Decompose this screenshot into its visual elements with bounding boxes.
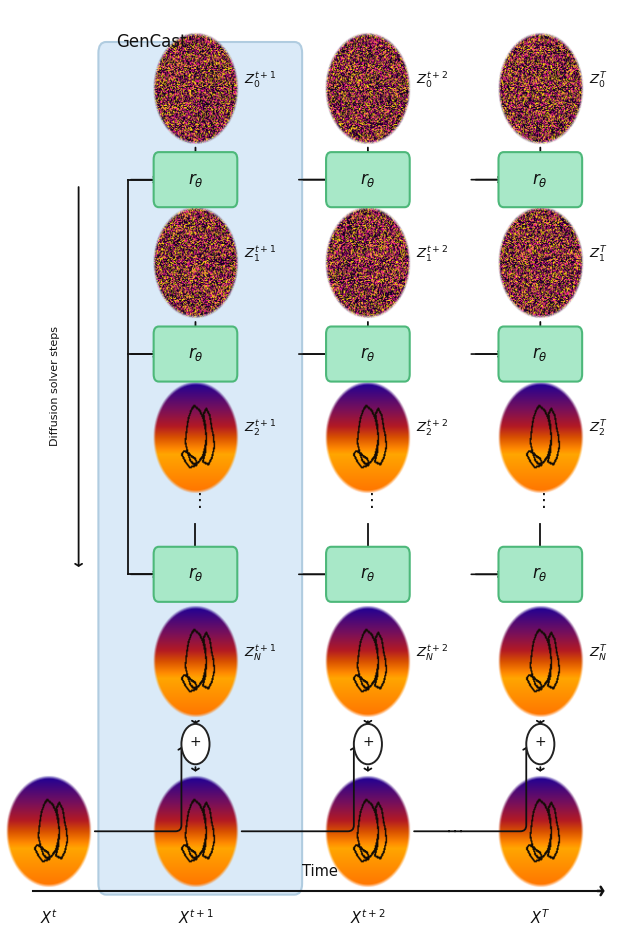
Text: $Z_1^{t+2}$: $Z_1^{t+2}$ <box>417 245 449 265</box>
Text: $\cdots$: $\cdots$ <box>445 822 463 841</box>
Text: $r_\theta$: $r_\theta$ <box>532 345 548 363</box>
FancyBboxPatch shape <box>326 547 410 602</box>
FancyBboxPatch shape <box>154 326 237 381</box>
Text: $Z_2^{t+2}$: $Z_2^{t+2}$ <box>417 419 449 439</box>
FancyBboxPatch shape <box>99 42 302 895</box>
FancyBboxPatch shape <box>499 326 582 381</box>
Text: $r_\theta$: $r_\theta$ <box>360 171 376 189</box>
Text: $X^{t+2}$: $X^{t+2}$ <box>350 909 386 927</box>
Text: $\vdots$: $\vdots$ <box>189 491 202 511</box>
Text: $r_\theta$: $r_\theta$ <box>188 565 204 583</box>
FancyBboxPatch shape <box>326 326 410 381</box>
Text: $Z_2^{t+1}$: $Z_2^{t+1}$ <box>244 419 276 439</box>
FancyBboxPatch shape <box>499 153 582 207</box>
Circle shape <box>181 724 209 764</box>
Text: $Z_N^{t+1}$: $Z_N^{t+1}$ <box>244 644 276 664</box>
Text: $X^{t+1}$: $X^{t+1}$ <box>177 909 213 927</box>
Text: $r_\theta$: $r_\theta$ <box>532 171 548 189</box>
Text: $+$: $+$ <box>534 736 547 750</box>
Text: $Z_N^{T}$: $Z_N^{T}$ <box>589 644 607 664</box>
Text: $r_\theta$: $r_\theta$ <box>188 345 204 363</box>
Text: $r_\theta$: $r_\theta$ <box>188 171 204 189</box>
Text: $Z_1^{t+1}$: $Z_1^{t+1}$ <box>244 245 276 265</box>
Text: GenCast: GenCast <box>116 33 186 51</box>
Text: $X^t$: $X^t$ <box>40 909 58 927</box>
Text: $Z_2^{T}$: $Z_2^{T}$ <box>589 419 607 439</box>
Text: $+$: $+$ <box>189 736 202 750</box>
Text: Diffusion solver steps: Diffusion solver steps <box>50 326 60 446</box>
Text: $Z_0^{t+1}$: $Z_0^{t+1}$ <box>244 71 276 90</box>
Circle shape <box>526 724 554 764</box>
Text: $Z_0^{T}$: $Z_0^{T}$ <box>589 71 607 90</box>
FancyBboxPatch shape <box>154 153 237 207</box>
Text: $Z_N^{t+2}$: $Z_N^{t+2}$ <box>417 644 449 664</box>
Text: $Z_1^{T}$: $Z_1^{T}$ <box>589 245 607 265</box>
Text: $\vdots$: $\vdots$ <box>534 491 547 511</box>
FancyBboxPatch shape <box>499 547 582 602</box>
Text: $r_\theta$: $r_\theta$ <box>360 345 376 363</box>
FancyBboxPatch shape <box>154 547 237 602</box>
Text: $r_\theta$: $r_\theta$ <box>360 565 376 583</box>
FancyBboxPatch shape <box>326 153 410 207</box>
Text: $X^{T}$: $X^{T}$ <box>530 909 550 927</box>
Text: Time: Time <box>302 864 338 879</box>
Circle shape <box>354 724 382 764</box>
Text: $r_\theta$: $r_\theta$ <box>532 565 548 583</box>
Text: $Z_0^{t+2}$: $Z_0^{t+2}$ <box>417 71 449 90</box>
Text: $+$: $+$ <box>362 736 374 750</box>
Text: $\vdots$: $\vdots$ <box>362 491 374 511</box>
